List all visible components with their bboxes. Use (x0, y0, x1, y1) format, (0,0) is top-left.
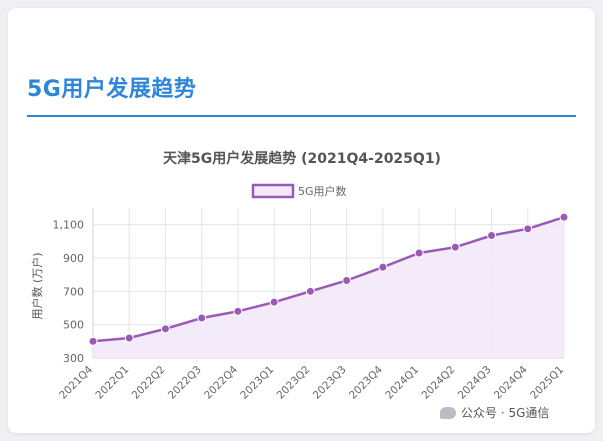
y-tick-label: 300 (63, 352, 84, 365)
y-tick-label: 900 (63, 252, 84, 265)
legend[interactable]: 5G用户数 (251, 183, 347, 199)
series-area (93, 217, 564, 358)
data-point[interactable] (269, 297, 279, 307)
y-tick-label: 500 (63, 319, 84, 332)
x-tick-label: 2022Q4 (202, 363, 240, 401)
data-point[interactable] (487, 231, 497, 240)
x-tick-label: 2023Q3 (311, 364, 349, 402)
x-tick-label: 2023Q1 (238, 364, 276, 402)
data-point[interactable] (124, 333, 134, 343)
data-point[interactable] (559, 212, 569, 222)
data-point[interactable] (305, 286, 315, 296)
data-point[interactable] (342, 276, 352, 285)
data-point[interactable] (414, 248, 424, 258)
data-point[interactable] (88, 336, 98, 346)
watermark-text: 公众号 · 5G通信 (461, 406, 550, 420)
watermark: 公众号 · 5G通信 (440, 404, 549, 421)
x-tick-label: 2024Q3 (456, 364, 494, 402)
x-tick-label: 2022Q2 (130, 364, 168, 402)
wechat-icon (440, 406, 456, 419)
x-tick-label: 2025Q1 (528, 364, 566, 402)
x-tick-label: 2022Q1 (93, 364, 131, 402)
data-point[interactable] (523, 224, 533, 234)
x-tick-label: 2023Q2 (275, 364, 313, 402)
x-tick-label: 2024Q1 (383, 364, 421, 402)
legend-label: 5G用户数 (298, 184, 347, 198)
series-line (92, 216, 565, 343)
chart-title: 天津5G用户发展趋势 (2021Q4-2025Q1) (163, 150, 441, 167)
y-axis-label: 用户数 (万户) (30, 252, 44, 319)
data-point[interactable] (378, 262, 388, 272)
data-point[interactable] (450, 242, 460, 252)
x-tick-label: 2023Q4 (347, 363, 385, 401)
x-tick-label: 2024Q2 (419, 364, 457, 402)
x-tick-label: 2021Q4 (57, 363, 95, 401)
data-point[interactable] (160, 324, 170, 334)
data-point[interactable] (197, 313, 207, 323)
y-tick-label: 1,100 (53, 219, 85, 232)
chart-card (8, 8, 595, 433)
x-tick-label: 2022Q3 (166, 364, 204, 402)
section-title: 5G用户发展趋势 (27, 77, 197, 102)
legend-swatch (251, 183, 295, 199)
x-tick-label: 2024Q4 (492, 363, 530, 401)
y-tick-label: 700 (63, 285, 84, 298)
section-divider (27, 115, 576, 117)
data-point[interactable] (233, 306, 243, 316)
